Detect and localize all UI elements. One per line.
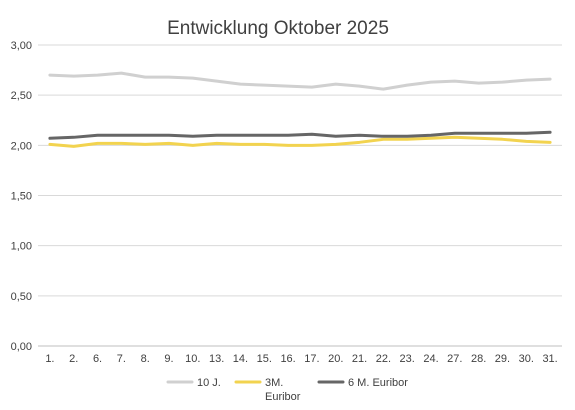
x-tick-label: 13. bbox=[209, 353, 224, 365]
x-tick-label: 31. bbox=[542, 353, 557, 365]
x-tick-label: 17. bbox=[304, 353, 319, 365]
series-line-1 bbox=[48, 71, 552, 91]
x-tick-label: 20. bbox=[328, 353, 343, 365]
y-tick-label: 1,00 bbox=[11, 241, 32, 253]
x-tick-label: 21. bbox=[352, 353, 367, 365]
series-line-3 bbox=[48, 130, 552, 140]
x-tick-label: 8. bbox=[141, 353, 150, 365]
x-tick-label: 28. bbox=[471, 353, 486, 365]
legend-label: 6 M. Euribor bbox=[348, 377, 408, 389]
x-tick-label: 9. bbox=[164, 353, 173, 365]
x-tick-label: 2. bbox=[69, 353, 78, 365]
y-tick-label: 2,50 bbox=[11, 90, 32, 102]
x-tick-label: 27. bbox=[447, 353, 462, 365]
legend-label: Euribor bbox=[265, 391, 301, 403]
x-tick-label: 15. bbox=[257, 353, 272, 365]
x-tick-label: 30. bbox=[519, 353, 534, 365]
x-tick-label: 10. bbox=[185, 353, 200, 365]
x-tick-label: 16. bbox=[280, 353, 295, 365]
y-tick-label: 3,00 bbox=[11, 40, 32, 52]
legend: 10 J. 3M. Euribor 6 M. Euribor bbox=[166, 377, 408, 403]
series-line-2 bbox=[48, 135, 552, 148]
x-tick-label: 7. bbox=[117, 353, 126, 365]
legend-label: 3M. bbox=[265, 377, 283, 389]
x-tick-label: 1. bbox=[45, 353, 54, 365]
x-tick-label: 6. bbox=[93, 353, 102, 365]
x-tick-label: 14. bbox=[233, 353, 248, 365]
y-tick-label: 0,50 bbox=[11, 291, 32, 303]
y-tick-label: 2,00 bbox=[11, 140, 32, 152]
y-tick-label: 1,50 bbox=[11, 191, 32, 203]
y-tick-label: 0,00 bbox=[11, 341, 32, 353]
y-axis-tick-labels: 0,00 0,50 1,00 1,50 2,00 2,50 3,00 bbox=[11, 40, 32, 353]
x-tick-label: 24. bbox=[423, 353, 438, 365]
x-tick-label: 22. bbox=[376, 353, 391, 365]
legend-label: 10 J. bbox=[197, 377, 221, 389]
chart-title: Entwicklung Oktober 2025 bbox=[167, 18, 389, 39]
series-lines bbox=[48, 71, 552, 148]
x-tick-label: 23. bbox=[400, 353, 415, 365]
x-tick-label: 29. bbox=[495, 353, 510, 365]
x-axis-tick-labels: 1. 2. 6. 7. 8. 9. 10. 13. 14. 15. 16. 17. 20. 21. 22. 2… bbox=[45, 353, 557, 365]
